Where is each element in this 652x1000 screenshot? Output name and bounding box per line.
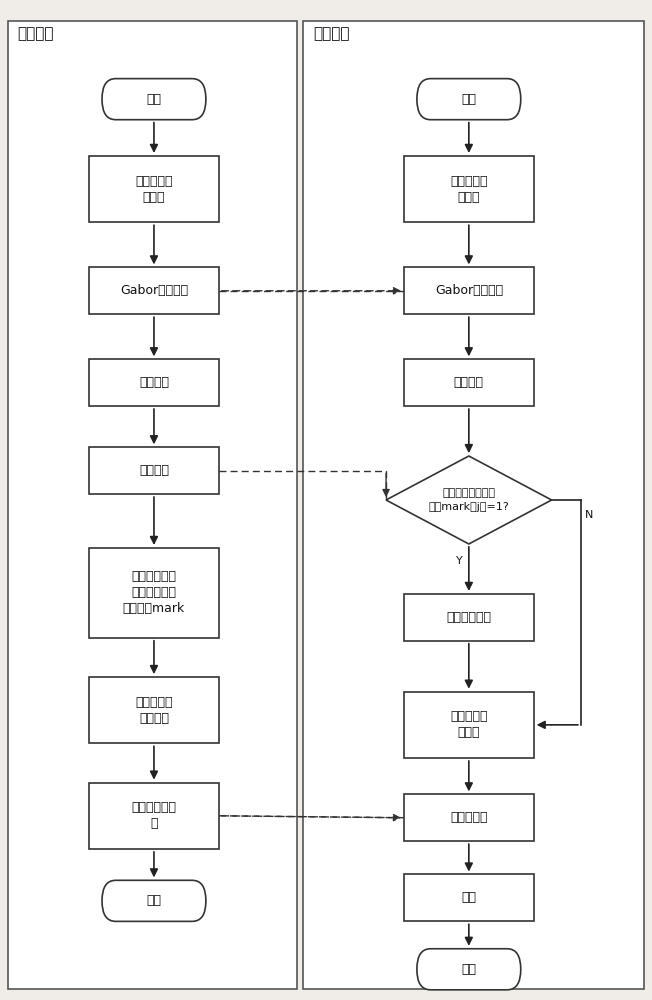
Text: 提取该维特征: 提取该维特征: [447, 611, 492, 624]
Bar: [404, 594, 534, 641]
Text: 分类器模型: 分类器模型: [450, 811, 488, 824]
Bar: [8, 21, 297, 989]
Bar: [89, 677, 219, 743]
Text: Y: Y: [456, 556, 462, 566]
Text: Gabor小波滤波: Gabor小波滤波: [435, 284, 503, 297]
FancyBboxPatch shape: [102, 79, 206, 120]
Text: 开始: 开始: [147, 93, 162, 106]
Bar: [89, 156, 219, 222]
Text: 筛选后训练
样本特征: 筛选后训练 样本特征: [135, 696, 173, 725]
Bar: [303, 21, 644, 989]
Bar: [404, 359, 534, 406]
Text: 图像融合: 图像融合: [139, 376, 169, 389]
Bar: [89, 783, 219, 849]
Text: N: N: [585, 510, 594, 520]
Bar: [404, 692, 534, 758]
Text: 特征提取: 特征提取: [139, 464, 169, 477]
Bar: [404, 156, 534, 222]
Bar: [404, 794, 534, 841]
Text: 结束: 结束: [147, 894, 162, 907]
Polygon shape: [386, 456, 552, 544]
Bar: [89, 267, 219, 314]
Bar: [89, 359, 219, 406]
Text: 在线过程: 在线过程: [313, 26, 349, 41]
FancyBboxPatch shape: [417, 79, 521, 120]
Bar: [404, 267, 534, 314]
Text: 开始: 开始: [462, 93, 477, 106]
Text: 待测样本图
像特征: 待测样本图 像特征: [450, 710, 488, 739]
Bar: [89, 548, 219, 638]
Bar: [89, 447, 219, 494]
Text: 分类器模型训
练: 分类器模型训 练: [132, 801, 177, 830]
Bar: [404, 874, 534, 921]
Text: 读取待测样
本图片: 读取待测样 本图片: [450, 175, 488, 204]
Text: 读取训练样
本图片: 读取训练样 本图片: [135, 175, 173, 204]
Text: 类别: 类别: [462, 891, 477, 904]
Text: 判断每维特征状态
标志mark（j）=1?: 判断每维特征状态 标志mark（j）=1?: [428, 488, 509, 512]
Text: 离线过程: 离线过程: [18, 26, 54, 41]
Text: 结束: 结束: [462, 963, 477, 976]
Text: Gabor小波滤波: Gabor小波滤波: [120, 284, 188, 297]
FancyBboxPatch shape: [417, 949, 521, 990]
Text: 特征选择，获
得每维特征状
态标志位mark: 特征选择，获 得每维特征状 态标志位mark: [123, 570, 185, 615]
FancyBboxPatch shape: [102, 880, 206, 921]
Text: 图像融合: 图像融合: [454, 376, 484, 389]
